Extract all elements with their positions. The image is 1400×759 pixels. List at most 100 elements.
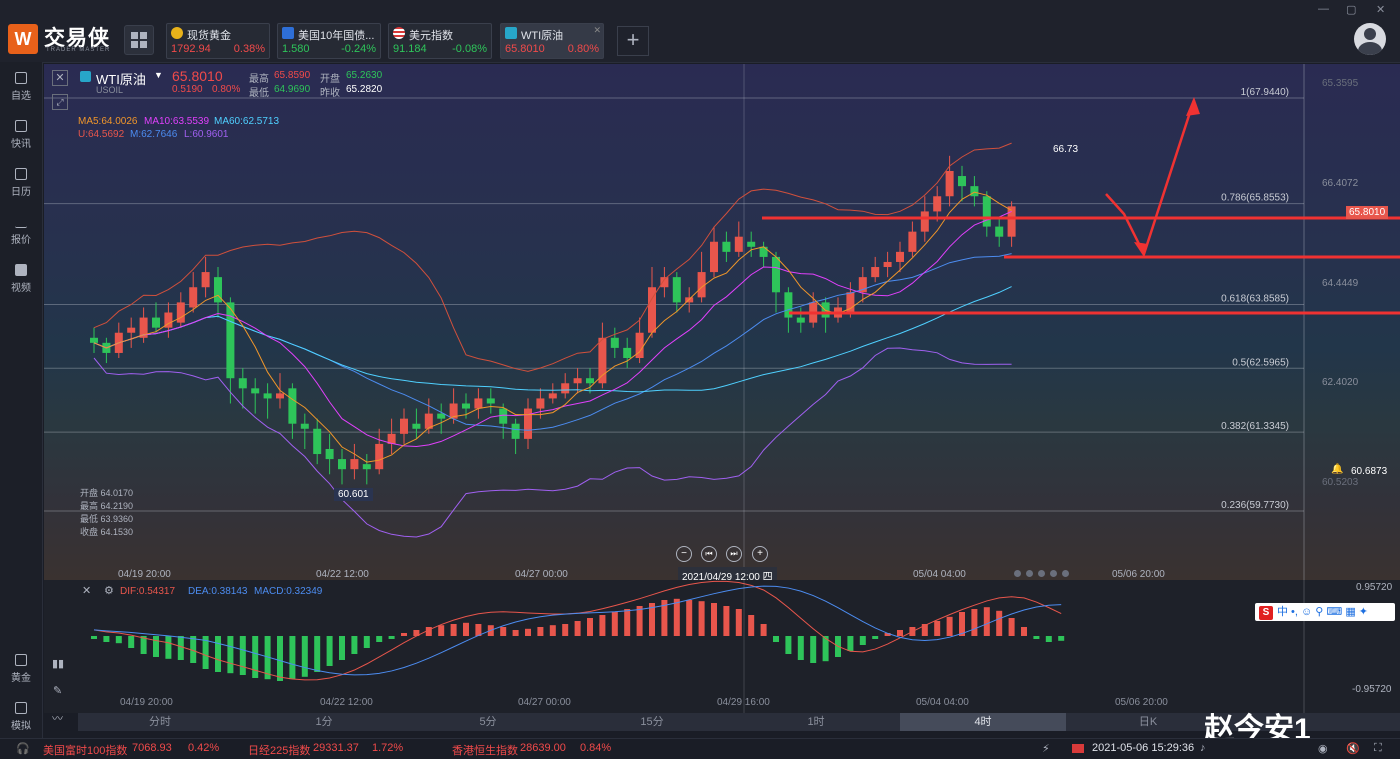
- tab-timeframe-1h[interactable]: 1时: [807, 716, 825, 728]
- ticker-name[interactable]: 日经225指数: [248, 745, 311, 757]
- layout-grid-button[interactable]: [124, 25, 154, 55]
- tab-timeframe-4h[interactable]: 4时: [900, 713, 1066, 731]
- prev-close-label: 昨收: [320, 88, 340, 99]
- wave-icon[interactable]: 〰: [52, 713, 63, 725]
- sidebar-item-quotes[interactable]: 报价: [0, 216, 42, 246]
- candle-body: [375, 443, 384, 470]
- candle-body: [871, 267, 880, 278]
- candle-body: [238, 378, 247, 389]
- bookmark-icon: [15, 72, 27, 84]
- boll-lower-line: [93, 347, 1012, 538]
- quote-tab-dxy[interactable]: 美元指数 91.184 -0.08%: [388, 23, 492, 59]
- zoom-out-button[interactable]: −: [676, 546, 692, 562]
- sidebar-item-demo[interactable]: 模拟: [0, 702, 42, 732]
- candlestick-chart-svg[interactable]: 1(67.9440) 0.786(65.8553) 0.618(63.8585) 0.…: [44, 64, 1400, 580]
- candle-body: [598, 337, 607, 384]
- prev-close-value: 65.2820: [346, 84, 383, 95]
- sidebar-item-gold[interactable]: 黄金: [0, 654, 42, 684]
- candle-body: [958, 176, 966, 187]
- low-annotation: 60.601: [334, 488, 373, 501]
- tab-timeframe-1m[interactable]: 1分: [315, 716, 333, 728]
- headset-icon[interactable]: 🎧: [16, 743, 30, 755]
- open-label: 开盘: [320, 74, 340, 85]
- macd-bar: [190, 636, 197, 663]
- sidebar-item-calendar[interactable]: 日历: [0, 168, 42, 198]
- tab-name: 美元指数: [409, 30, 453, 42]
- candle-body: [734, 236, 743, 252]
- macd-bar: [301, 636, 308, 677]
- macd-bar: [884, 633, 891, 636]
- indicator-icon[interactable]: ▮▮: [52, 658, 65, 670]
- quote-tab-gold[interactable]: 现货黄金 1792.94 0.38%: [166, 23, 270, 59]
- instrument-name[interactable]: WTI原油: [96, 72, 146, 87]
- macd-dea-label: DEA:0.38143: [188, 586, 248, 597]
- maximize-button[interactable]: ▢: [1346, 4, 1357, 16]
- scroll-end-button[interactable]: ⏭: [726, 546, 742, 562]
- candle-body: [796, 317, 805, 323]
- pen-icon[interactable]: ✎: [53, 685, 63, 697]
- scroll-start-button[interactable]: ⏮: [701, 546, 717, 562]
- sidebar-item-video[interactable]: 视频: [0, 264, 42, 294]
- top-bar: W 交易侠 TRADER MASTER 现货黄金 1792.94 0.38% 美…: [0, 0, 1400, 63]
- price-axis-label: 65.3595: [1322, 78, 1359, 89]
- zoom-in-button[interactable]: +: [752, 546, 768, 562]
- macd-bar: [549, 625, 556, 636]
- macd-bar: [413, 630, 420, 636]
- macd-bar: [165, 636, 172, 659]
- macd-time-label: 04/27 00:00: [518, 697, 571, 708]
- macd-bar: [1021, 627, 1027, 636]
- quote-tab-wti[interactable]: WTI原油 65.8010 0.80% ✕: [500, 23, 604, 59]
- macd-bar: [202, 636, 209, 669]
- sidebar-item-news[interactable]: 快讯: [0, 120, 42, 150]
- macd-bar: [611, 612, 618, 636]
- macd-bar: [959, 612, 965, 636]
- macd-panel[interactable]: ✕ ⚙ DIF:0.54317 DEA:0.38143 MACD:0.32349…: [44, 580, 1400, 713]
- camera-icon[interactable]: ◉: [1318, 743, 1328, 755]
- sidebar-item-watchlist[interactable]: 自选: [0, 72, 42, 102]
- settings-icon[interactable]: ⚙: [104, 585, 114, 597]
- tab-timeframe-5m[interactable]: 5分: [479, 716, 497, 728]
- ticker-pct: 0.42%: [188, 742, 220, 754]
- close-tab-icon[interactable]: ✕: [593, 25, 601, 35]
- price-chart[interactable]: 1(67.9440) 0.786(65.8553) 0.618(63.8585) 0.…: [44, 64, 1400, 580]
- minimize-button[interactable]: —: [1318, 3, 1329, 15]
- macd-bar: [363, 636, 370, 648]
- close-chart-icon[interactable]: ✕: [52, 70, 68, 86]
- tab-timeframe-tick[interactable]: 分时: [149, 716, 171, 728]
- macd-bar: [1008, 618, 1015, 636]
- quote-tab-us10y[interactable]: 美国10年国债... 1.580 -0.24%: [277, 23, 381, 59]
- page-dots[interactable]: [1014, 564, 1086, 577]
- draw-tool-icon[interactable]: ⤢: [52, 94, 68, 110]
- macd-bar: [264, 636, 271, 680]
- mute-icon[interactable]: 🔇: [1346, 743, 1360, 755]
- arrow-head: [1186, 97, 1200, 116]
- close-macd-icon[interactable]: ✕: [82, 585, 92, 597]
- candle-body: [474, 398, 483, 409]
- fib-label: 0.786(65.8553): [1221, 193, 1289, 204]
- chevron-down-icon[interactable]: ▼: [154, 70, 163, 80]
- macd-bar: [946, 616, 953, 636]
- macd-axis-bottom: -0.95720: [1352, 684, 1392, 695]
- fullscreen-icon[interactable]: ⛶: [1374, 742, 1382, 754]
- price-axis-label: 66.4072: [1322, 178, 1359, 189]
- add-tab-button[interactable]: +: [617, 26, 649, 56]
- macd-bar: [463, 622, 469, 636]
- ticker-name[interactable]: 美国富时100指数: [43, 745, 128, 757]
- signal-icon[interactable]: ⚡: [1042, 743, 1050, 755]
- macd-bar: [227, 636, 234, 674]
- bell-icon[interactable]: 🔔: [1331, 464, 1344, 475]
- candle-body: [883, 261, 892, 268]
- music-icon[interactable]: ♪: [1200, 742, 1206, 754]
- ma5-line: [93, 191, 1012, 463]
- ticker-name[interactable]: 香港恒生指数: [452, 745, 518, 757]
- ma5-label: MA5:64.0026: [78, 116, 138, 127]
- user-avatar[interactable]: [1354, 23, 1386, 55]
- tab-timeframe-15m[interactable]: 15分: [640, 716, 664, 728]
- tab-timeframe-daily[interactable]: 日K: [1138, 716, 1158, 728]
- macd-bar: [934, 621, 941, 636]
- macd-bar: [252, 636, 259, 678]
- price-axis-label: 60.5203: [1322, 477, 1359, 488]
- close-window-button[interactable]: ✕: [1376, 4, 1386, 16]
- macd-bar: [698, 601, 705, 636]
